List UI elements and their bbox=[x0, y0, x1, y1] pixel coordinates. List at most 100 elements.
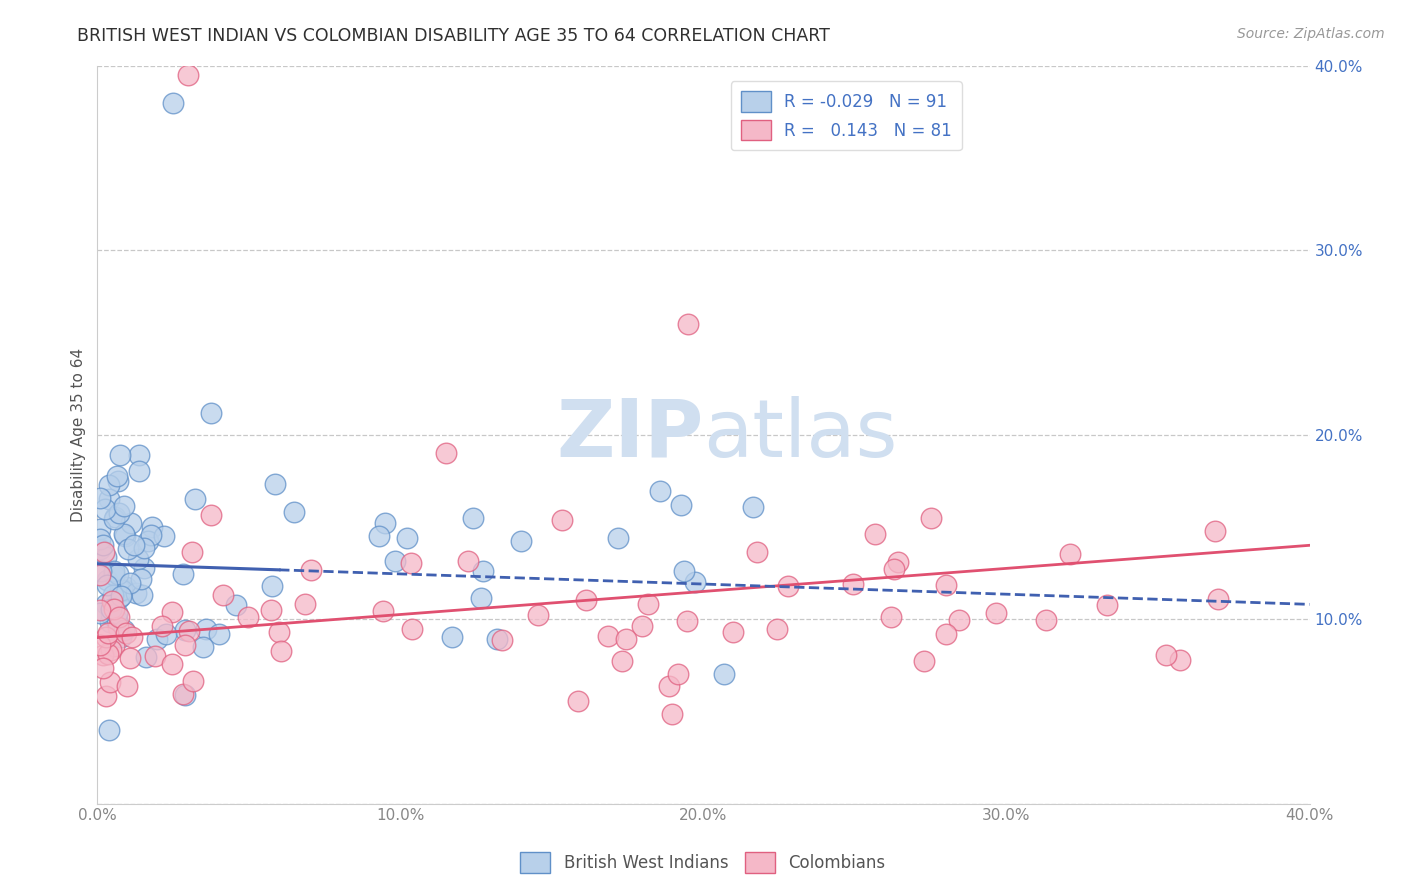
Point bbox=[97, 491, 120, 506]
Point bbox=[89, 491, 111, 505]
Point bbox=[1059, 548, 1081, 562]
Point bbox=[865, 527, 887, 541]
Point bbox=[96, 573, 118, 587]
Point bbox=[177, 68, 200, 82]
Point bbox=[107, 475, 129, 489]
Point bbox=[491, 632, 513, 647]
Point bbox=[160, 605, 183, 619]
Point bbox=[401, 622, 423, 636]
Point bbox=[614, 632, 637, 647]
Point bbox=[89, 638, 111, 652]
Point bbox=[177, 624, 200, 638]
Point bbox=[191, 640, 214, 654]
Point bbox=[984, 606, 1007, 620]
Point bbox=[127, 552, 149, 566]
Point bbox=[100, 642, 122, 657]
Point bbox=[96, 578, 118, 592]
Point bbox=[97, 647, 120, 661]
Point bbox=[1156, 648, 1178, 663]
Point bbox=[100, 607, 122, 622]
Point bbox=[637, 597, 659, 611]
Point bbox=[551, 513, 574, 527]
Point bbox=[89, 568, 111, 582]
Point bbox=[683, 575, 706, 590]
Point bbox=[98, 723, 121, 737]
Point bbox=[152, 528, 174, 542]
Point bbox=[173, 688, 195, 702]
Point bbox=[374, 516, 396, 530]
Point bbox=[160, 657, 183, 671]
Point bbox=[887, 554, 910, 568]
Point bbox=[111, 582, 134, 596]
Legend: British West Indians, Colombians: British West Indians, Colombians bbox=[513, 846, 893, 880]
Point bbox=[115, 580, 138, 594]
Point bbox=[94, 549, 117, 564]
Text: BRITISH WEST INDIAN VS COLOMBIAN DISABILITY AGE 35 TO 64 CORRELATION CHART: BRITISH WEST INDIAN VS COLOMBIAN DISABIL… bbox=[77, 27, 830, 45]
Point bbox=[1204, 524, 1226, 539]
Point bbox=[132, 561, 155, 575]
Point bbox=[441, 630, 464, 644]
Point bbox=[225, 598, 247, 612]
Point bbox=[90, 565, 112, 579]
Point bbox=[136, 533, 159, 548]
Point bbox=[105, 613, 128, 627]
Y-axis label: Disability Age 35 to 64: Disability Age 35 to 64 bbox=[72, 348, 86, 522]
Point bbox=[742, 500, 765, 515]
Point bbox=[935, 627, 957, 641]
Point bbox=[463, 511, 485, 525]
Point bbox=[100, 602, 122, 616]
Point bbox=[384, 554, 406, 568]
Point bbox=[105, 606, 128, 620]
Point bbox=[457, 553, 479, 567]
Point bbox=[264, 477, 287, 491]
Point bbox=[91, 660, 114, 674]
Point bbox=[195, 622, 218, 636]
Point bbox=[470, 591, 492, 606]
Point bbox=[666, 667, 689, 681]
Point bbox=[283, 505, 305, 519]
Point bbox=[713, 666, 735, 681]
Point bbox=[135, 650, 157, 665]
Point bbox=[299, 563, 322, 577]
Point bbox=[108, 448, 131, 462]
Point bbox=[110, 582, 132, 597]
Point bbox=[368, 529, 391, 543]
Point bbox=[100, 674, 122, 689]
Point bbox=[96, 626, 118, 640]
Point bbox=[111, 584, 134, 599]
Point bbox=[104, 509, 127, 524]
Point bbox=[125, 585, 148, 599]
Point bbox=[471, 564, 494, 578]
Point bbox=[98, 478, 121, 492]
Point bbox=[183, 492, 205, 507]
Point bbox=[112, 624, 135, 638]
Text: ZIP: ZIP bbox=[557, 396, 703, 474]
Point bbox=[183, 674, 205, 689]
Point bbox=[269, 625, 291, 640]
Point bbox=[172, 687, 194, 701]
Point bbox=[115, 679, 138, 693]
Point bbox=[114, 626, 136, 640]
Point bbox=[574, 593, 596, 607]
Point bbox=[107, 566, 129, 581]
Point bbox=[630, 619, 652, 633]
Point bbox=[103, 640, 125, 654]
Point bbox=[676, 614, 699, 628]
Legend: R = -0.029   N = 91, R =   0.143   N = 81: R = -0.029 N = 91, R = 0.143 N = 81 bbox=[731, 81, 962, 151]
Point bbox=[671, 499, 693, 513]
Point bbox=[111, 583, 134, 598]
Point bbox=[778, 579, 800, 593]
Point bbox=[91, 648, 114, 662]
Point bbox=[650, 483, 672, 498]
Point bbox=[89, 522, 111, 536]
Point bbox=[658, 679, 681, 693]
Point bbox=[200, 508, 222, 522]
Point bbox=[920, 510, 942, 524]
Point bbox=[1170, 653, 1192, 667]
Point bbox=[155, 627, 177, 641]
Point bbox=[212, 588, 235, 602]
Point bbox=[103, 568, 125, 582]
Point bbox=[238, 610, 260, 624]
Point bbox=[89, 533, 111, 547]
Point bbox=[103, 512, 125, 526]
